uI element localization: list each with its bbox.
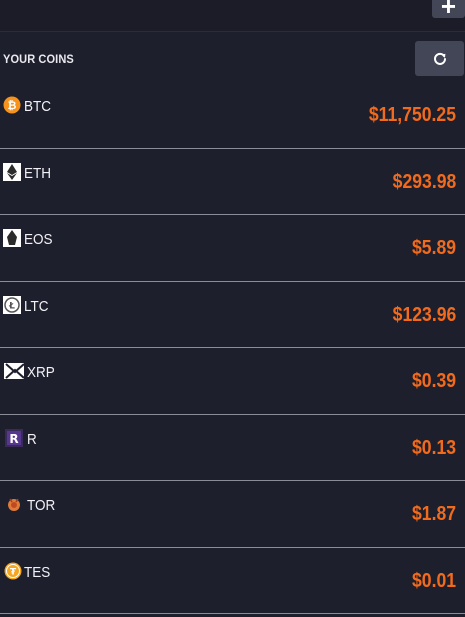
bitcoin-icon: ₿ [3,96,21,114]
eos-icon [3,229,21,247]
coin-symbol: BTC [24,98,51,115]
coin-symbol: TES [24,563,51,581]
coin-symbol: TOR [27,497,56,514]
tor-icon [8,498,20,511]
litecoin-icon: Ł [3,295,21,314]
coin-price: $0.01 [411,569,456,592]
coin-price: $123.96 [392,303,456,326]
coin-row-r[interactable]: R R $0.13 [0,415,465,481]
coin-price: $0.13 [411,436,456,459]
coin-price: $293.98 [392,170,456,193]
coin-symbol: LTC [24,297,49,315]
refresh-icon [433,52,446,65]
coin-symbol: ETH [24,164,51,182]
coin-row-xrp[interactable]: XRP $0.39 [0,348,465,415]
svg-text:Ł: Ł [8,301,15,311]
section-title: YOUR COINS [3,52,74,66]
revain-icon: R [5,428,23,447]
coin-row-eth[interactable]: ETH $293.98 [0,149,465,215]
coin-row-tes[interactable]: ₮ TES $0.01 [0,548,465,614]
coin-price: $0.39 [411,370,456,392]
coin-symbol: EOS [24,231,53,248]
coin-row-btc[interactable]: ₿ BTC $11,750.25 [0,82,465,149]
ethereum-icon [3,162,21,181]
refresh-button[interactable] [415,41,464,76]
plus-icon: + [440,0,457,21]
svg-text:₿: ₿ [8,99,17,112]
coin-list: ₿ BTC $11,750.25 ETH $293.98 EOS $5.89 Ł… [0,82,465,614]
coin-row-eos[interactable]: EOS $5.89 [0,215,465,282]
add-coin-button[interactable]: + [432,0,465,21]
svg-text:R: R [9,432,18,446]
coin-row-tor[interactable]: TOR $1.87 [0,481,465,548]
top-bar: + [0,0,465,32]
coin-price: $11,750.25 [368,104,456,126]
coin-price: $1.87 [411,503,456,525]
coin-price: $5.89 [411,237,456,259]
coin-symbol: R [27,430,37,448]
tes-icon: ₮ [4,562,22,579]
coins-section-header: YOUR COINS [0,32,465,82]
ripple-icon [4,363,24,379]
coin-row-ltc[interactable]: Ł LTC $123.96 [0,282,465,348]
svg-text:₮: ₮ [10,567,17,577]
coin-symbol: XRP [27,364,55,381]
